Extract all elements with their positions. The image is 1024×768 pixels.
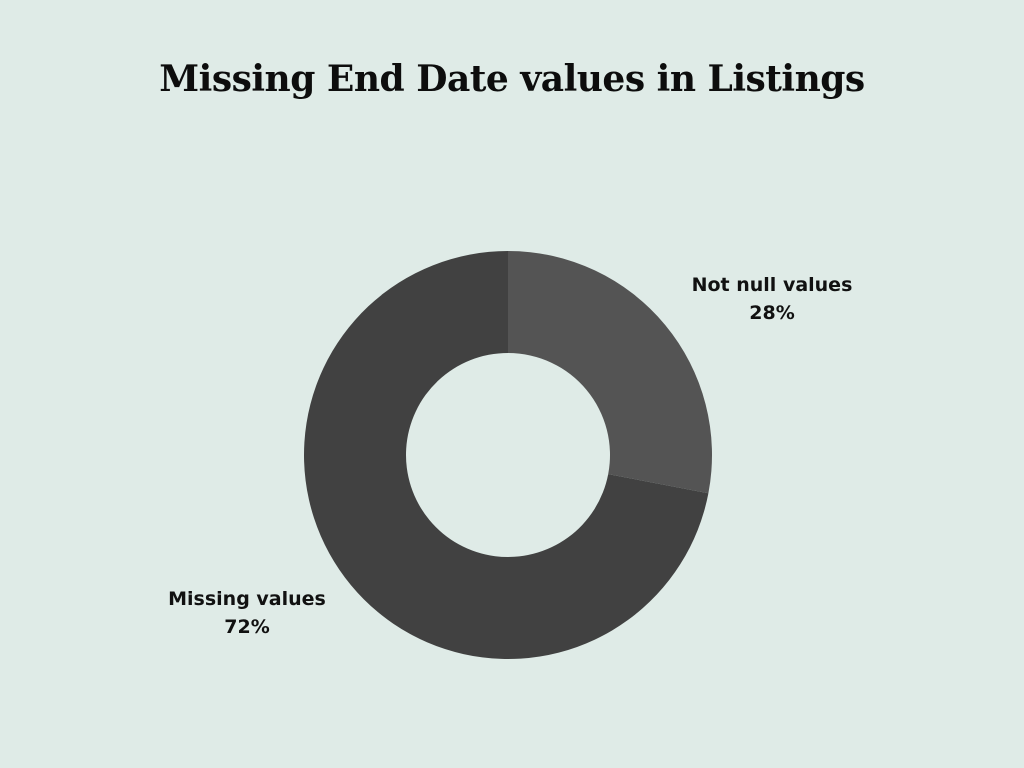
- slice-label: Not null values 28%: [692, 274, 853, 324]
- slice-label-name: Missing values: [168, 588, 326, 610]
- donut-slice-missing-values: [304, 251, 709, 660]
- slice-label-value: 72%: [224, 616, 269, 638]
- slices-group: [304, 251, 713, 660]
- slice-label-value: 28%: [749, 302, 794, 324]
- donut-slice-not-null-values: [508, 251, 713, 494]
- slice-label-name: Not null values: [692, 274, 853, 296]
- labels-group: Not null values 28% Missing values 72%: [168, 274, 852, 638]
- slice-label: Missing values 72%: [168, 588, 326, 638]
- chart-title: Missing End Date values in Listings: [159, 58, 865, 100]
